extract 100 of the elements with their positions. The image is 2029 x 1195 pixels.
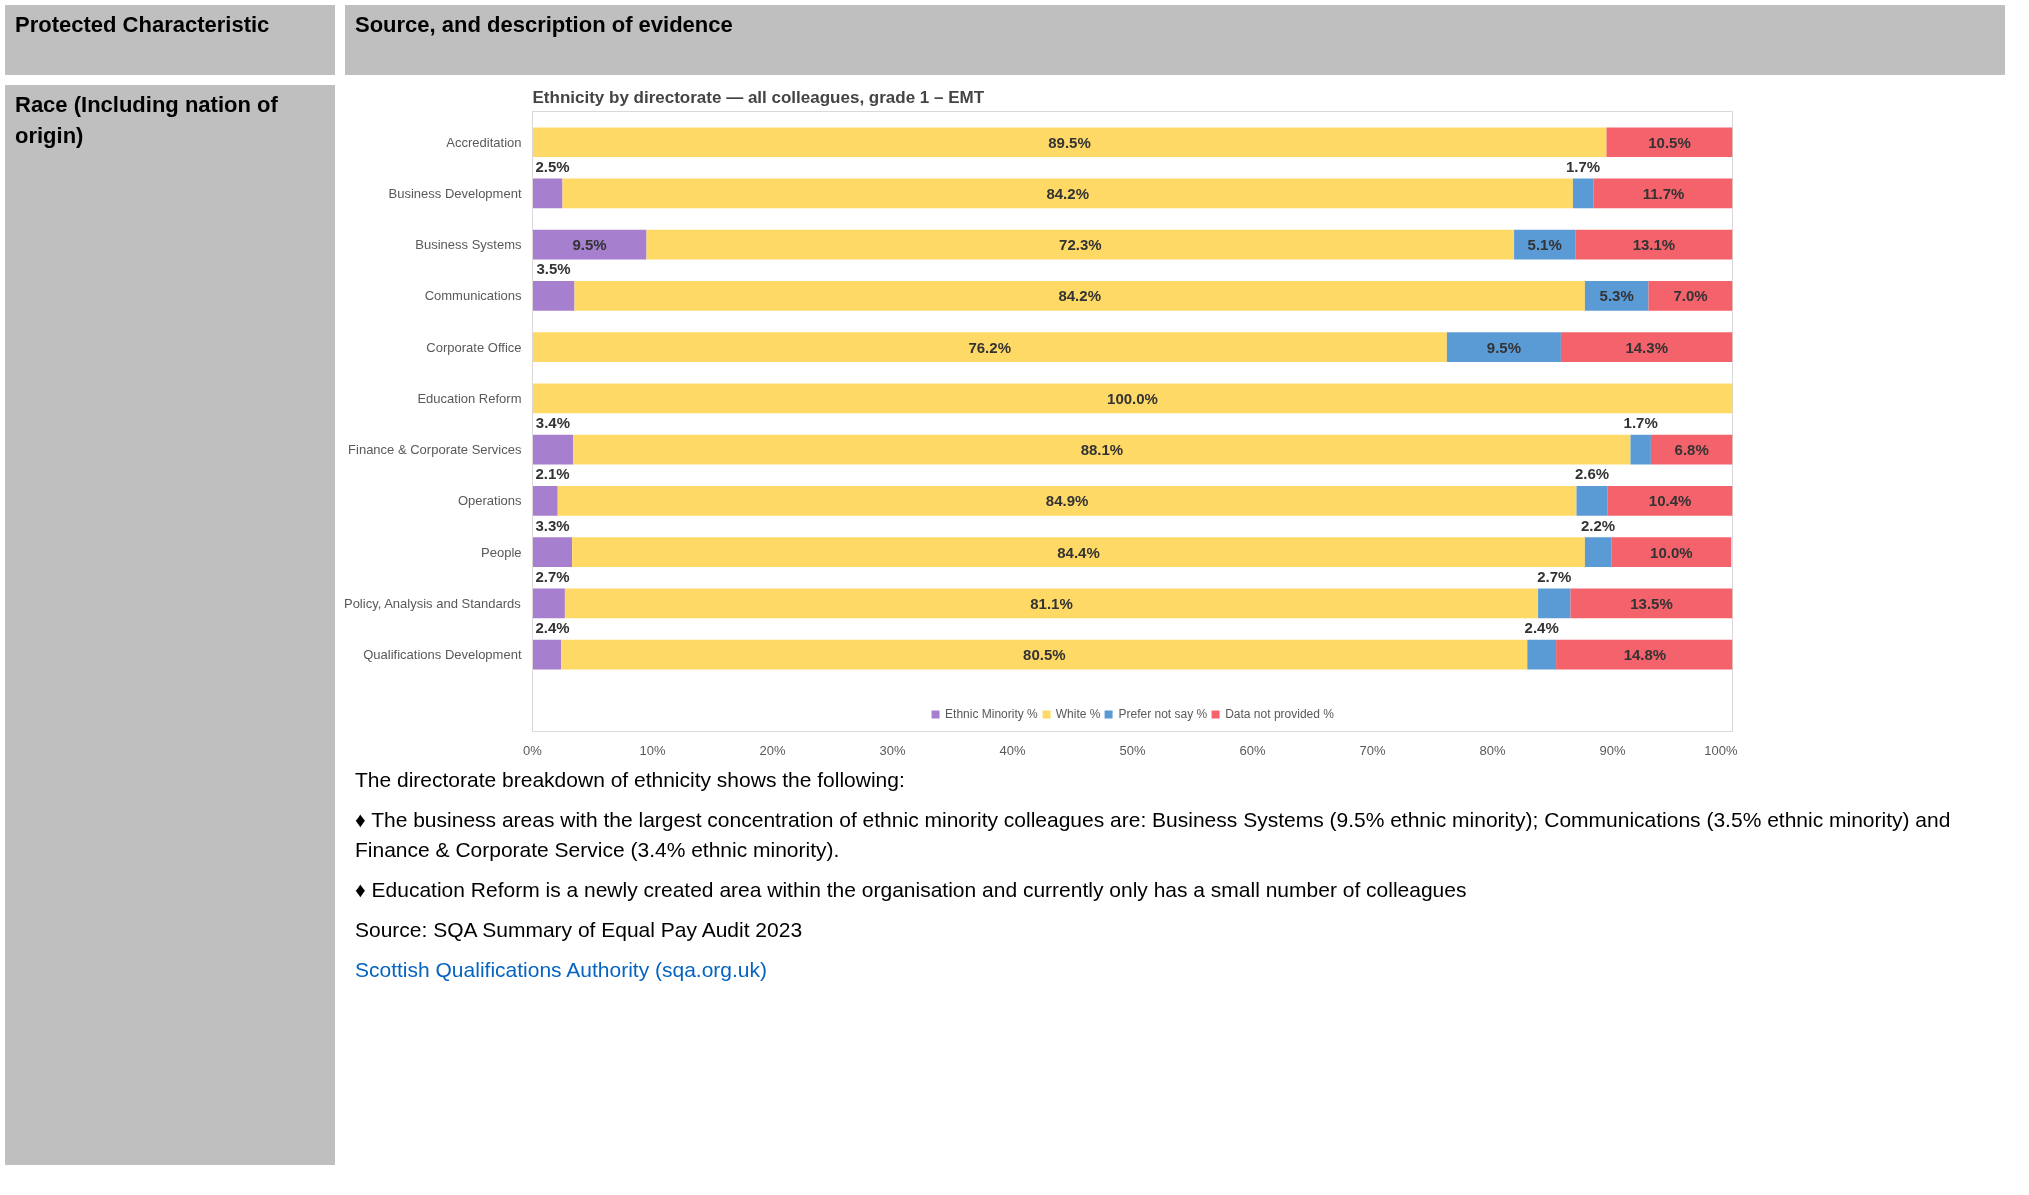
data-label: 5.3%: [1599, 287, 1634, 305]
text: Protected Characteristic: [15, 11, 270, 39]
text: Scottish Qualifications Authority (sqa.org.uk): [355, 957, 768, 983]
bar: [1648, 281, 1733, 311]
bar: [1606, 127, 1733, 158]
x-tick-label: 60%: [1239, 742, 1266, 758]
x-tick-label: 20%: [759, 742, 786, 758]
y-tick-label: Accreditation: [446, 134, 522, 150]
data-label: 13.1%: [1632, 236, 1676, 254]
bar: [1630, 434, 1651, 465]
x-tick-label: 90%: [1599, 742, 1626, 758]
data-label: 80.5%: [1023, 646, 1066, 664]
text: ♦ Education Reform is a newly created area within the organisation and currently only has a small number of colleagues: [355, 877, 1467, 903]
bar: [532, 537, 573, 568]
data-label: 2.6%: [1575, 465, 1610, 483]
y-tick-label: Finance & Corporate Services: [348, 442, 522, 458]
data-label: 2.7%: [1537, 567, 1572, 585]
x-tick-label: 70%: [1359, 742, 1386, 758]
y-tick-label: Communications: [424, 288, 522, 304]
data-label: 9.5%: [572, 236, 607, 254]
bar: [1575, 229, 1733, 260]
data-label: 89.5%: [1048, 133, 1091, 151]
text: The directorate breakdown of ethnicity shows the following:: [355, 767, 905, 793]
y-tick-label: People: [481, 544, 522, 560]
data-label: 2.5%: [535, 157, 570, 175]
data-label: 84.2%: [1046, 184, 1089, 202]
data-label: 84.2%: [1058, 287, 1101, 305]
x-tick-label: 30%: [879, 742, 906, 758]
data-label: 76.2%: [968, 338, 1011, 356]
legend-label: Prefer not say %: [1118, 707, 1208, 721]
data-label: 5.1%: [1527, 236, 1562, 254]
data-label: 3.5%: [536, 260, 571, 278]
bar: [532, 127, 1607, 158]
bar: [1593, 178, 1733, 209]
bar: [532, 434, 574, 465]
data-label: 2.4%: [1524, 619, 1559, 637]
data-label: 2.2%: [1581, 516, 1616, 534]
source-note: Source: SQA Summary of Equal Pay Audit 2023: [355, 917, 803, 943]
data-label: 13.5%: [1630, 594, 1673, 612]
data-label: 10.0%: [1650, 543, 1693, 561]
bar: [1584, 537, 1612, 568]
data-label: 84.9%: [1045, 492, 1089, 510]
text: Race (Including nation of origin): [15, 91, 279, 151]
bar: [532, 486, 558, 516]
bar: [532, 588, 565, 619]
x-tick-label: 80%: [1479, 742, 1506, 758]
bar: [1576, 486, 1608, 516]
chart-title: Ethnicity by directorate — all colleagues, grade 1 – EMT: [532, 87, 985, 107]
data-label: 14.8%: [1623, 646, 1667, 664]
x-tick-label: 0%: [523, 742, 543, 758]
bar: [1611, 537, 1732, 568]
data-label: 9.5%: [1486, 338, 1522, 356]
bar: [532, 639, 562, 670]
data-label: 7.0%: [1673, 287, 1708, 305]
x-tick-label: 40%: [999, 742, 1026, 758]
bar: [1570, 588, 1733, 619]
legend-label: Data not provided %: [1225, 707, 1334, 721]
data-label: 2.7%: [535, 567, 570, 585]
bar: [557, 486, 1577, 516]
x-tick-label: 100%: [1704, 742, 1738, 758]
x-tick-label: 50%: [1119, 742, 1146, 758]
bar: [1584, 281, 1649, 311]
bar: [574, 281, 1585, 311]
bar: [1560, 332, 1733, 363]
bar: [1538, 588, 1571, 619]
y-tick-label: Corporate Office: [426, 339, 522, 355]
bar: [572, 537, 1585, 568]
bar: [1556, 639, 1733, 670]
data-label: 72.3%: [1059, 236, 1102, 254]
text: ♦ The business areas with the largest concentration of ethnic minority colleagues are: Business Systems (9.5% ethnic minority); Communications (3.5% ethnic minority) and Finance & Corporate Service (3.4% ethnic minority).: [355, 807, 1952, 863]
data-label: 84.4%: [1057, 543, 1100, 561]
data-label: 10.5%: [1648, 133, 1691, 151]
bar: [561, 639, 1528, 670]
bar: [1527, 639, 1557, 670]
data-label: 2.1%: [535, 465, 570, 483]
y-tick-label: Business Systems: [415, 237, 522, 253]
data-label: 2.4%: [535, 619, 570, 637]
y-tick-label: Education Reform: [417, 390, 522, 406]
legend-label: Ethnic Minority %: [945, 707, 1038, 721]
bar: [1607, 486, 1733, 516]
data-label: 88.1%: [1080, 441, 1124, 459]
data-label: 11.7%: [1642, 184, 1685, 202]
data-label: 6.8%: [1674, 441, 1709, 459]
y-tick-label: Business Development: [388, 185, 522, 201]
x-tick-label: 10%: [639, 742, 666, 758]
data-label: 1.7%: [1566, 157, 1601, 175]
data-label: 3.4%: [535, 414, 571, 432]
bar: [1446, 332, 1561, 363]
data-label: 14.3%: [1625, 338, 1668, 356]
bar: [1650, 434, 1733, 465]
bar: [532, 383, 1733, 414]
bar: [532, 229, 647, 260]
y-tick-label: Qualifications Development: [363, 647, 522, 663]
data-label: 100.0%: [1107, 389, 1158, 407]
bar: [573, 434, 1631, 465]
legend-label: White %: [1055, 707, 1101, 721]
data-label: 3.3%: [535, 516, 570, 534]
data-label: 81.1%: [1030, 594, 1073, 612]
y-tick-label: Operations: [457, 493, 522, 509]
source-note: Source, and description of evidence: [355, 11, 733, 39]
